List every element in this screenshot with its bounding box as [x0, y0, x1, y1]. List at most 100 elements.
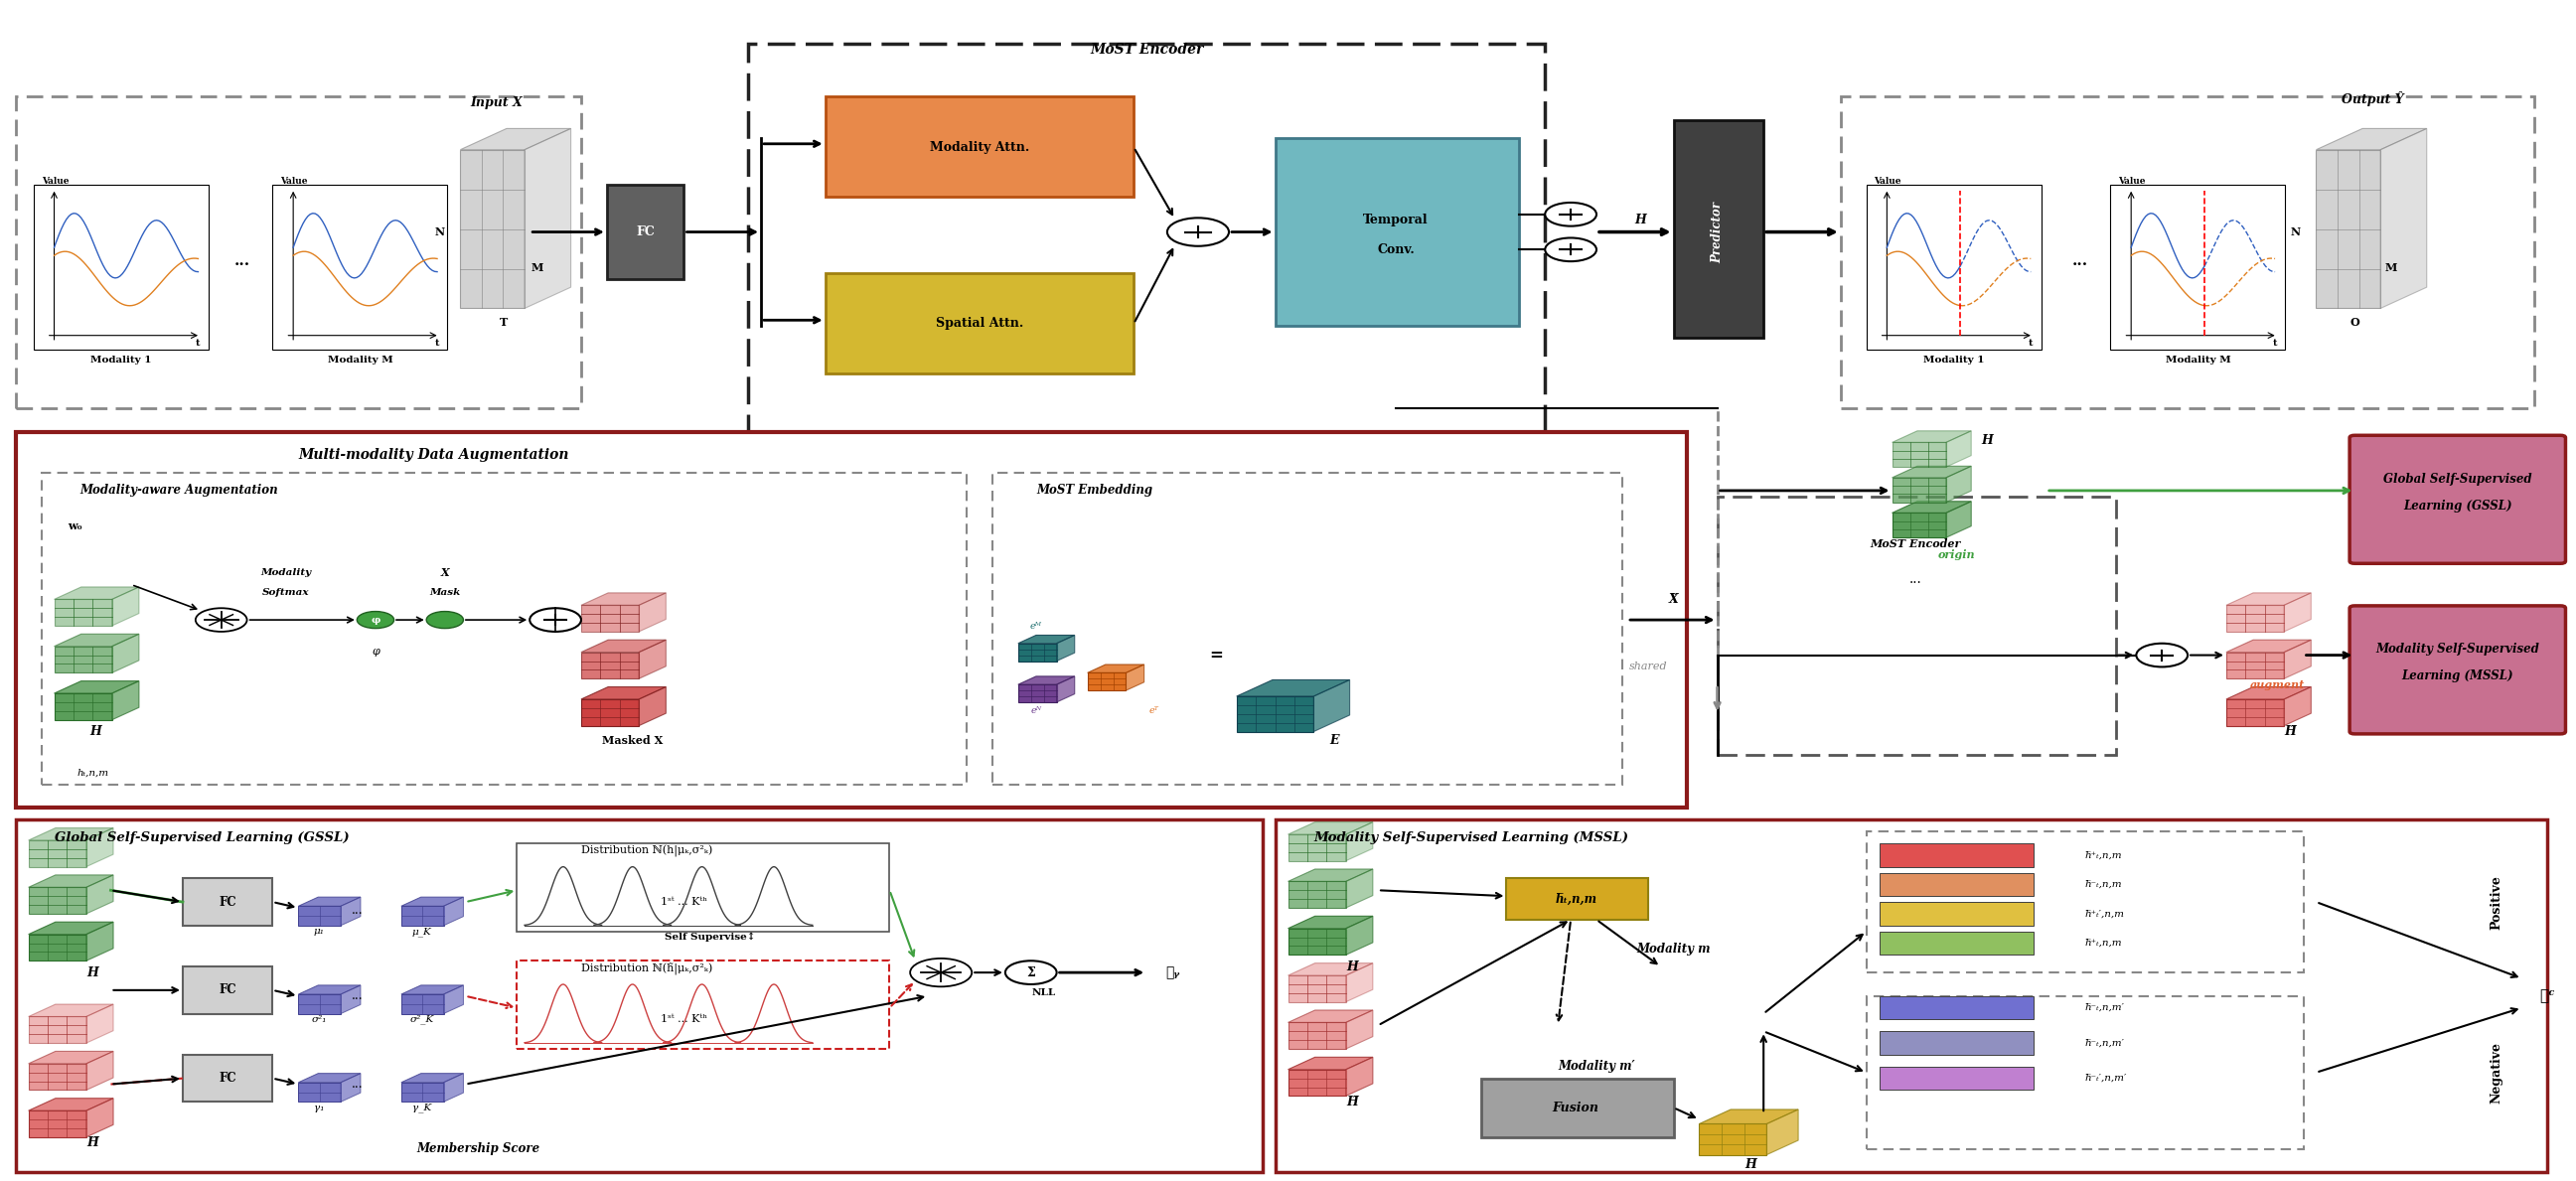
- Polygon shape: [402, 985, 464, 994]
- Polygon shape: [111, 681, 139, 719]
- Polygon shape: [2380, 129, 2427, 308]
- Text: Fusion: Fusion: [1553, 1101, 1600, 1114]
- Text: X: X: [440, 567, 448, 579]
- Polygon shape: [54, 681, 139, 693]
- Text: h̅⁺ₜ,n,m: h̅⁺ₜ,n,m: [2084, 939, 2123, 947]
- Polygon shape: [526, 129, 572, 308]
- Bar: [1891, 477, 1945, 502]
- Polygon shape: [1345, 916, 1373, 955]
- Bar: [28, 934, 88, 961]
- Bar: [582, 652, 639, 679]
- Text: h̅ₜ,n,m: h̅ₜ,n,m: [1556, 893, 1597, 906]
- Text: Conv.: Conv.: [1378, 243, 1414, 256]
- Polygon shape: [1891, 431, 1971, 443]
- Polygon shape: [2316, 129, 2427, 150]
- Bar: [2110, 185, 2285, 350]
- Text: ℒᵧ: ℒᵧ: [1164, 966, 1180, 979]
- Polygon shape: [88, 1004, 113, 1043]
- Bar: [1288, 1070, 1345, 1096]
- Polygon shape: [299, 1074, 361, 1083]
- Bar: [273, 185, 448, 350]
- Polygon shape: [1945, 502, 1971, 537]
- Text: E: E: [1329, 735, 1340, 748]
- Text: FC: FC: [219, 895, 237, 908]
- Text: eᴺ: eᴺ: [1030, 706, 1041, 715]
- Bar: [1868, 996, 2303, 1149]
- Polygon shape: [2226, 593, 2311, 605]
- Polygon shape: [28, 1004, 113, 1017]
- Bar: [824, 273, 1133, 373]
- Bar: [1236, 697, 1314, 731]
- Polygon shape: [1288, 1057, 1373, 1070]
- Bar: [1891, 443, 1945, 466]
- Bar: [747, 44, 1546, 432]
- FancyBboxPatch shape: [2349, 606, 2566, 733]
- Text: H̃: H̃: [1347, 1096, 1358, 1108]
- Polygon shape: [1345, 822, 1373, 861]
- Bar: [1674, 120, 1765, 338]
- Bar: [1087, 673, 1126, 691]
- Text: H: H: [1981, 433, 1994, 446]
- Text: MoST Encoder: MoST Encoder: [1870, 539, 1960, 549]
- Text: t: t: [196, 339, 201, 348]
- Bar: [41, 472, 966, 784]
- Bar: [1718, 496, 2115, 755]
- Polygon shape: [1345, 1010, 1373, 1049]
- Text: H: H: [90, 725, 100, 738]
- Bar: [299, 906, 340, 926]
- Circle shape: [1546, 203, 1597, 226]
- Polygon shape: [299, 898, 361, 906]
- Text: ...: ...: [2071, 254, 2087, 268]
- Text: Σ: Σ: [1028, 966, 1036, 979]
- Bar: [1880, 843, 2032, 867]
- Bar: [1288, 835, 1345, 861]
- Bar: [1868, 831, 2303, 972]
- Text: Modality m′: Modality m′: [1558, 1061, 1636, 1074]
- Polygon shape: [1236, 680, 1350, 697]
- Polygon shape: [1018, 635, 1074, 644]
- Bar: [1018, 685, 1056, 703]
- Circle shape: [428, 612, 464, 628]
- Text: Value: Value: [41, 177, 70, 185]
- Text: Modality: Modality: [260, 568, 312, 578]
- Text: h̅⁻ₜ′,n,m′: h̅⁻ₜ′,n,m′: [2084, 1074, 2128, 1083]
- Text: Global Self-Supervised Learning (GSSL): Global Self-Supervised Learning (GSSL): [54, 831, 348, 843]
- Text: h̅⁺ₜ′,n,m: h̅⁺ₜ′,n,m: [2084, 909, 2125, 918]
- Polygon shape: [1288, 822, 1373, 835]
- Text: Temporal: Temporal: [1363, 214, 1430, 227]
- Text: eᴹ: eᴹ: [1030, 621, 1043, 631]
- Bar: [461, 150, 526, 308]
- Text: Membership Score: Membership Score: [417, 1142, 541, 1155]
- Polygon shape: [111, 587, 139, 626]
- Text: σ²_K: σ²_K: [410, 1014, 433, 1024]
- Bar: [582, 699, 639, 725]
- Text: Modality m: Modality m: [1636, 942, 1710, 955]
- FancyBboxPatch shape: [2349, 436, 2566, 563]
- Polygon shape: [28, 875, 113, 887]
- Bar: [2226, 605, 2285, 632]
- Polygon shape: [88, 828, 113, 867]
- Text: Modality 1: Modality 1: [90, 355, 152, 365]
- Bar: [15, 97, 582, 409]
- Polygon shape: [340, 985, 361, 1013]
- Bar: [608, 185, 685, 279]
- Polygon shape: [582, 593, 667, 605]
- Polygon shape: [1345, 1057, 1373, 1096]
- Polygon shape: [2285, 593, 2311, 632]
- Bar: [183, 1055, 273, 1102]
- Text: Value: Value: [2117, 177, 2146, 185]
- Bar: [54, 693, 111, 719]
- Text: H̃: H̃: [2285, 725, 2295, 738]
- Text: ...: ...: [353, 1078, 363, 1091]
- Text: Value: Value: [1875, 177, 1901, 185]
- Text: t: t: [2272, 339, 2277, 348]
- Polygon shape: [340, 1074, 361, 1102]
- Polygon shape: [28, 828, 113, 841]
- Text: h̅⁺ₜ,n,m: h̅⁺ₜ,n,m: [2084, 850, 2123, 860]
- Text: eᵀ: eᵀ: [1149, 706, 1159, 715]
- Text: FC: FC: [636, 226, 654, 239]
- Text: H: H: [1347, 960, 1358, 973]
- Text: Positive: Positive: [2488, 875, 2501, 929]
- Bar: [1288, 1023, 1345, 1049]
- Polygon shape: [1945, 431, 1971, 466]
